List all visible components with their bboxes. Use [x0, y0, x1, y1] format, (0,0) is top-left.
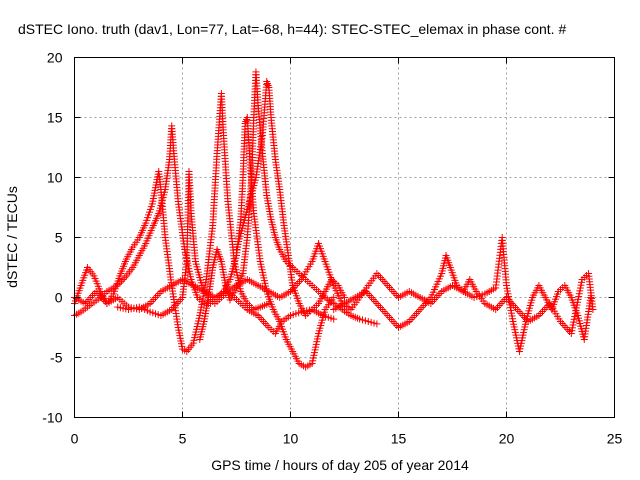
data-point: [568, 327, 576, 335]
data-point: [575, 290, 583, 298]
data-point: [574, 298, 582, 306]
data-point: [571, 310, 579, 318]
x-axis-label: GPS time / hours of day 205 of year 2014: [211, 457, 469, 473]
y-tick-label: 10: [47, 170, 63, 186]
data-point: [576, 284, 584, 292]
x-tick-label: 15: [391, 431, 407, 447]
data-point: [571, 312, 579, 320]
data-point: [117, 277, 125, 285]
y-tick-label: -10: [42, 410, 62, 426]
y-tick-label: 20: [47, 50, 63, 66]
y-tick-label: 0: [55, 290, 63, 306]
data-point: [370, 319, 378, 327]
data-point: [116, 279, 124, 287]
data-point: [121, 274, 129, 282]
data-point: [575, 293, 583, 301]
data-point: [356, 315, 364, 323]
data-point: [577, 281, 585, 289]
x-tick-label: 20: [499, 431, 515, 447]
data-point: [572, 307, 580, 315]
data-point: [341, 294, 348, 301]
data-point: [572, 304, 580, 312]
x-tick-label: 25: [607, 431, 623, 447]
data-point: [570, 318, 578, 326]
data-point: [119, 276, 127, 283]
data-point: [330, 315, 338, 323]
x-tick-label: 5: [179, 431, 187, 447]
data-point: [589, 306, 597, 313]
data-points: [71, 68, 597, 371]
data-point: [574, 295, 582, 303]
data-point: [364, 318, 372, 325]
data-point: [568, 324, 576, 332]
data-point: [359, 316, 366, 324]
y-tick-label: -5: [50, 350, 63, 366]
data-point: [373, 320, 381, 328]
data-point: [567, 330, 575, 337]
data-point: [573, 301, 581, 309]
y-axis-label: dSTEC / TECUs: [4, 186, 20, 288]
x-tick-label: 0: [71, 431, 79, 447]
data-point: [330, 294, 338, 301]
x-tick-label: 10: [283, 431, 299, 447]
data-point: [569, 321, 577, 329]
data-point: [570, 315, 578, 323]
data-point: [576, 287, 584, 295]
x-axis: 0 5 10 15 20 25: [71, 57, 623, 447]
data-point: [578, 278, 586, 286]
chart-title: dSTEC Iono. truth (dav1, Lon=77, Lat=-68…: [18, 21, 566, 37]
data-point: [361, 317, 369, 325]
data-point: [367, 318, 375, 326]
y-tick-label: 5: [55, 230, 63, 246]
y-tick-label: 15: [47, 110, 63, 126]
y-axis: -10 -5 0 5 10 15 20: [42, 50, 615, 426]
